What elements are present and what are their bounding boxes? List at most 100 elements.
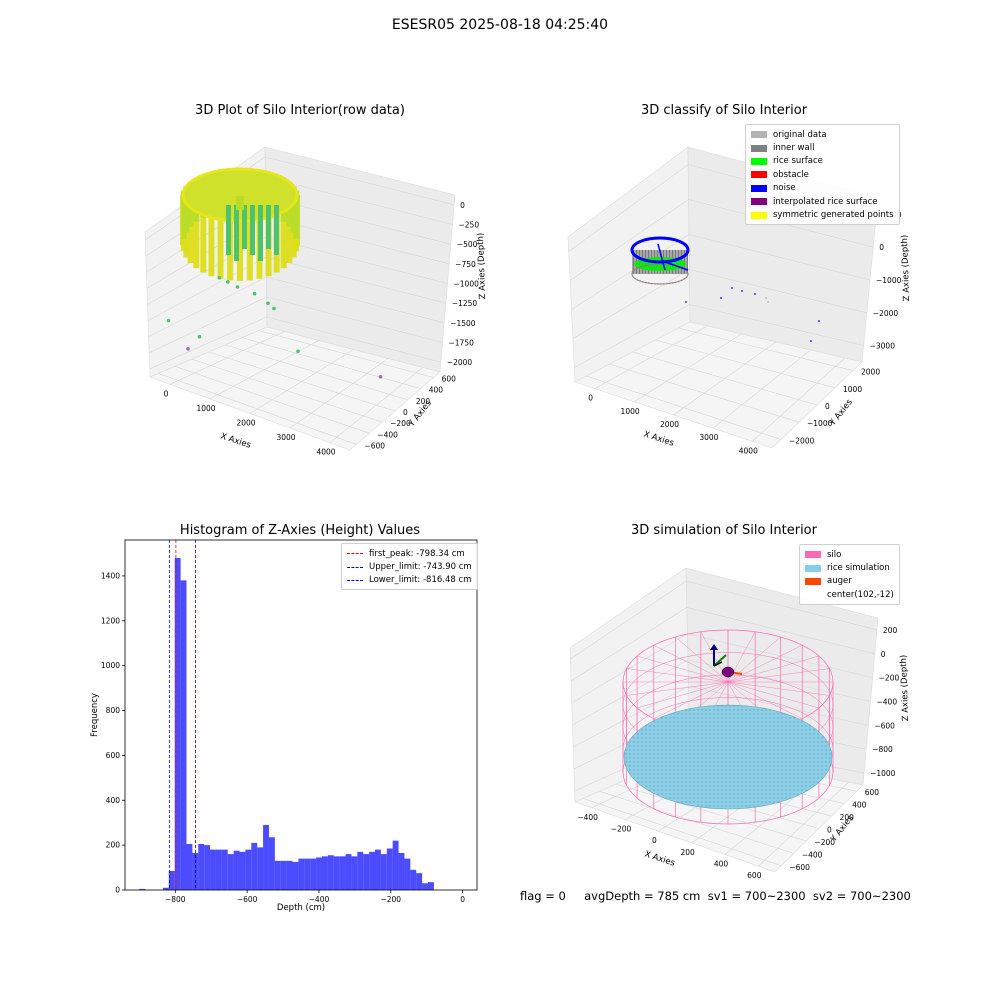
panel-3-legend: first_peak: -798.34 cm Upper_limit: -743.… [341,543,478,591]
panel-4-x-label: X Axies [643,849,676,868]
legend-label: silo [827,549,842,560]
panel-4-3d-plot: −400 −200 0 200 400 600 −600 −400 −200 0 200 400 60… [569,567,911,880]
legend-item: rice surface [751,155,894,168]
x-tick-label: −400 [309,895,330,904]
z-tick-label: −600 [874,721,895,730]
legend-swatch [805,591,821,598]
histogram-bar [369,851,375,890]
z-tick-label: −200 [879,674,900,683]
y-tick-label: 600 [106,751,121,760]
histogram-bar [339,856,346,890]
histogram-bar [327,855,334,890]
histogram-bar [345,854,352,890]
y-tick-label: −600 [364,441,385,450]
legend-label: first_peak: -798.34 cm [369,548,465,559]
x-tick-label: 0 [460,895,465,904]
y-tick-label: 600 [865,788,880,797]
x-tick-label: 3000 [699,433,718,442]
x-tick-label: −400 [577,813,598,822]
legend-line [347,553,363,555]
panel-3-title: Histogram of Z-Axies (Height) Values [179,523,421,538]
z-tick-label: −250 [459,221,480,230]
legend-item: center(102,-12) [805,588,894,601]
y-tick-label: 0 [827,826,832,835]
panel-3-x-ticks: −800 −600 −400 −200 0 [165,890,465,904]
z-tick-label: −1250 [452,299,478,308]
legend-label: interpolated rice surface [773,196,878,207]
histogram-bar [233,850,240,890]
z-tick-label: −3000 [870,342,896,351]
histogram-bar [374,849,381,890]
histogram-bar [380,854,387,890]
y-tick-label: 400 [106,796,121,805]
y-tick-label: 600 [442,375,457,384]
histogram-bar [162,887,169,890]
histogram-bar [227,854,234,890]
x-tick-label: 0 [588,394,593,403]
histogram-bar [392,840,399,890]
legend-item: interpolated rice surface [751,195,894,208]
y-tick-label: 0 [825,402,830,411]
panel-3-bars [139,557,434,890]
panel-4-z-ticks: 200 0 −200 −400 −600 −800 −1000 [870,626,899,778]
z-tick-label: −1500 [450,319,476,328]
panel-1-x-label: X Axies [219,431,252,450]
legend-swatch [751,157,767,165]
panel-2-y-label: Y Axies [827,397,855,429]
z-tick-label: 0 [879,243,884,252]
outlier-point [252,291,257,296]
histogram-bar [351,856,358,890]
outlier-point [217,276,222,280]
panel-2-legend: original data inner wall rice surface obsta… [745,124,900,225]
legend-label: center(102,-12) [827,589,894,600]
status-footer: flag = 0 avgDepth = 785 cm sv1 = 700~230… [520,889,911,903]
histogram-bar [416,873,423,890]
panel-1-z-ticks: 0 −250 −500 −750 −1000 −1250 −1500 −1750 −2000 [447,201,479,367]
panel-2-gridlines [568,164,877,442]
x-tick-label: 2000 [236,419,255,428]
histogram-bar [139,888,146,890]
histogram-bar [363,854,370,890]
panel-4-auger-marker [710,644,743,678]
histogram-bar [210,849,216,890]
histogram-bar [186,844,193,890]
y-tick-label: 1200 [101,616,120,625]
panel-4-rice-surface [623,704,833,810]
histogram-bar [357,851,364,890]
outlier-point [266,301,270,306]
histogram-bar [239,851,246,890]
legend-label: obstacle [773,169,809,180]
panel-2-z-label: Z Axies (Depth) [900,235,912,302]
figure-suptitle: ESESR05 2025-08-18 04:25:40 [391,17,609,33]
legend-line [347,566,363,568]
legend-label: auger [827,576,852,587]
panel-3-reference-lines [168,540,196,890]
panel-3-histogram: −800 −600 −400 −200 0 0 200 400 600 800 1000 1200 1… [90,539,478,913]
legend-item: first_peak: -798.34 cm [347,547,472,560]
legend-label: rice simulation [827,563,890,574]
y-tick-label: −400 [377,430,398,439]
panel-2-x-label: X Axies [642,429,675,448]
legend-item: rice simulation [805,561,894,574]
panel-1-outlier-points [166,276,383,379]
panel-1-x-ticks: 0 1000 2000 3000 4000 [164,389,336,456]
panel-2-noise-points [685,287,820,342]
legend-item: inner wall [751,141,894,154]
legend-swatch [805,577,821,585]
x-tick-label: −200 [380,895,401,904]
histogram-bar [398,852,405,890]
legend-label: Lower_limit: -816.48 cm [369,575,472,586]
outlier-point [197,334,202,339]
z-tick-label: −1000 [454,280,480,289]
histogram-bar [321,856,328,890]
x-tick-label: 4000 [739,446,758,455]
z-tick-label: −800 [872,745,893,754]
panel-2-3d-plot: 0 1000 2000 3000 4000 −2000 −1000 0 1000 2000 10… [567,146,912,455]
legend-label: Upper_limit: -743.90 cm [369,562,472,573]
x-tick-label: 2000 [660,420,679,429]
z-tick-label: −1000 [876,276,902,285]
panel-3-y-label: Frequency [90,693,100,737]
histogram-bar [292,861,299,890]
histogram-bar [310,858,317,890]
outlier-point [235,285,240,289]
